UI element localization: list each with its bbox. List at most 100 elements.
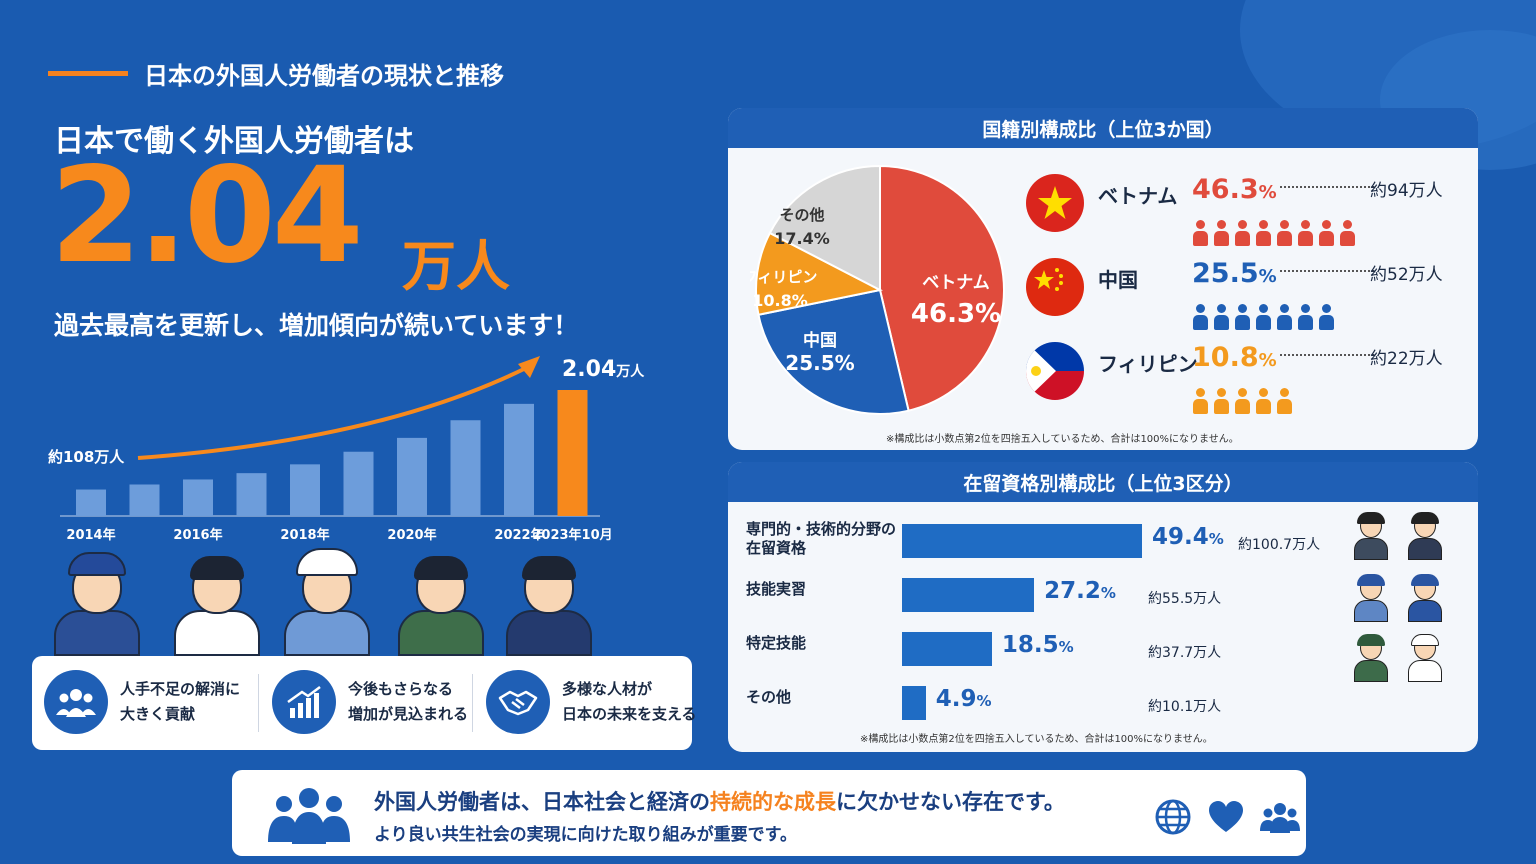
nationality-row-vietnam: ベトナム 46.3% 約94万人 [1026, 174, 1466, 258]
pie-label-name: フィリピン [750, 268, 817, 286]
nationality-card-title: 国籍別構成比（上位3か国） [728, 108, 1478, 148]
footer-message-line2: より良い共生社会の実現に向けた取り組みが重要です。 [374, 825, 797, 845]
handshake-icon [486, 670, 550, 734]
nationality-card: 国籍別構成比（上位3か国） ベトナム 46.3% 中国 25.5% フィリピン 10.8%… [728, 108, 1478, 450]
nationality-percent: 25.5% [1192, 258, 1277, 289]
person-icon [1276, 220, 1293, 246]
person-icon [1234, 304, 1251, 330]
divider [472, 674, 473, 732]
person-icon [1255, 388, 1272, 414]
footnote: ※構成比は小数点第2位を四捨五入しているため、合計は100%になりません。 [886, 434, 1239, 445]
section-title: 日本の外国人労働者の現状と推移 [48, 56, 504, 91]
feature-item: 人手不足の解消に 大きく貢献 [44, 670, 248, 734]
headline-number: 2.04 [50, 139, 364, 293]
person-icon [1192, 304, 1209, 330]
footer-icons [1154, 798, 1300, 836]
group-icon [1260, 803, 1300, 833]
status-value: 約10.1万人 [1148, 699, 1222, 715]
dotted-leader [1280, 354, 1374, 356]
trend-bar [129, 484, 160, 516]
pie-slice [755, 231, 883, 316]
trend-tick-label: 2016年 [173, 527, 222, 543]
footer-message-line1: 外国人労働者は、日本社会と経済の持続的な成長に欠かせない存在です。 [374, 790, 1065, 814]
nationality-row-philippines: フィリピン 10.8% 約22万人 [1026, 342, 1466, 426]
pie-slice [879, 164, 1005, 412]
people-icon-row [1192, 304, 1335, 330]
china-flag-icon [1026, 258, 1084, 316]
nationality-name: 中国 [1098, 268, 1138, 292]
trend-bar [504, 403, 534, 516]
helmet-icon [296, 548, 358, 576]
community-icon [266, 786, 352, 844]
status-percent: 27.2% [1044, 578, 1116, 604]
trend-bar [343, 451, 374, 516]
person-icon [1339, 220, 1356, 246]
trend-end-label: 2.04万人 [562, 357, 645, 382]
worker-cap-avatar [50, 548, 144, 656]
person-icon [1297, 220, 1314, 246]
headline-unit: 万人 [402, 235, 510, 298]
person-icon [1318, 304, 1335, 330]
status-label: その他 [746, 688, 792, 706]
status-value: 約37.7万人 [1148, 645, 1222, 661]
residence-status-row: 専門的・技術的分野の 在留資格 49.4% 約100.7万人 [728, 520, 1478, 564]
divider [258, 674, 259, 732]
feature-text-line2: 日本の未来を支える [562, 705, 697, 723]
headline-lead: 日本で働く外国人労働者は [54, 124, 414, 159]
footer-banner: 外国人労働者は、日本社会と経済の持続的な成長に欠かせない存在です。 より良い共生… [232, 770, 1306, 856]
worker-uniform [54, 610, 140, 656]
headline-subtext: 過去最高を更新し、増加傾向が続いています！ [54, 311, 579, 340]
person-icon [1213, 388, 1230, 414]
section-title-text: 日本の外国人労働者の現状と推移 [144, 62, 504, 90]
person-icon [1213, 220, 1230, 246]
pie-slice [757, 288, 910, 415]
nationality-percent: 10.8% [1192, 342, 1277, 373]
worker-apron-avatar [394, 548, 488, 656]
group-icon [44, 670, 108, 734]
hair-icon [190, 556, 244, 580]
worker-uniform [284, 610, 370, 656]
status-bar [902, 578, 1035, 612]
philippines-flag-icon [1026, 342, 1084, 400]
trend-bar [557, 390, 588, 516]
residence-status-row: 技能実習 27.2% 約55.5万人 [728, 574, 1478, 618]
status-bar [902, 686, 926, 720]
feature-text-line2: 増加が見込まれる [348, 705, 469, 723]
worker-navy-avatar [502, 548, 596, 656]
trend-bar [76, 489, 106, 516]
worker-uniform [506, 610, 592, 656]
person-icon [1276, 304, 1293, 330]
feature-item: 今後もさらなる 増加が見込まれる [272, 670, 476, 734]
status-value: 約55.5万人 [1148, 591, 1222, 607]
nationality-value: 約22万人 [1370, 349, 1443, 369]
trend-tick-label: 2018年 [280, 527, 329, 543]
status-label: 専門的・技術的分野の 在留資格 [746, 520, 897, 557]
trend-bar [450, 420, 481, 516]
growth-arrow [137, 366, 527, 460]
nationality-value: 約52万人 [1370, 265, 1443, 285]
footnote: ※構成比は小数点第2位を四捨五入しているため、合計は100%になりません。 [860, 734, 1213, 745]
trend-bar [397, 437, 427, 516]
cap-icon [68, 552, 126, 576]
status-percent: 49.4% [1152, 524, 1224, 550]
hair-icon [522, 556, 576, 580]
pie-label-name: 中国 [803, 330, 837, 351]
person-icon [1255, 220, 1272, 246]
trend-tick-label: 2023年10月 [532, 527, 612, 543]
trend-tick-label: 2014年 [66, 527, 115, 543]
person-icon [1213, 304, 1230, 330]
growth-chart-icon [272, 670, 336, 734]
pie-label-name: その他 [779, 206, 824, 224]
trend-start-label: 約108万人 [48, 448, 125, 466]
pie-label-percent: 25.5% [785, 351, 854, 375]
nationality-percent: 46.3% [1192, 174, 1277, 205]
arrow-head-icon [518, 356, 540, 378]
nationality-value: 約94万人 [1370, 181, 1443, 201]
status-percent: 18.5% [1001, 632, 1074, 658]
title-accent-bar [48, 71, 128, 76]
pie-label-percent: 46.3% [911, 299, 1001, 329]
residence-status-card-title: 在留資格別構成比（上位3区分） [728, 462, 1478, 502]
residence-status-card: 在留資格別構成比（上位3区分） 専門的・技術的分野の 在留資格 49.4% 約100.… [728, 462, 1478, 752]
person-icon [1276, 388, 1293, 414]
